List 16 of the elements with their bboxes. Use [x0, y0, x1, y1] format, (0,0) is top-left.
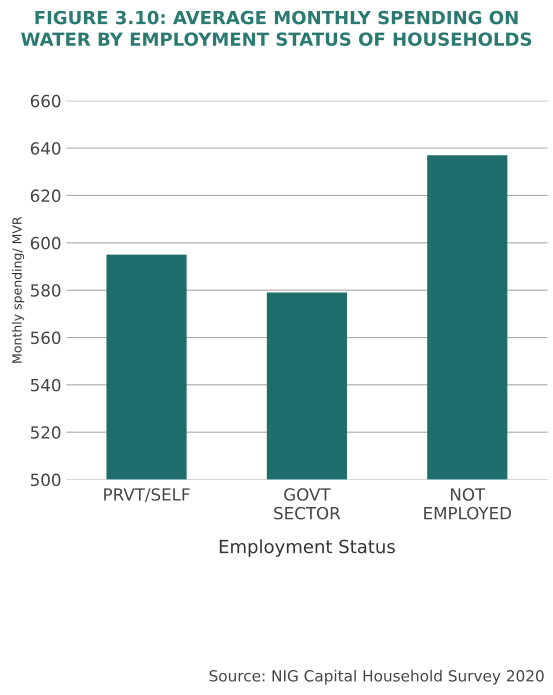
y-tick-label: 620 [30, 189, 60, 202]
y-axis-title: Monthly spending/ MVR [12, 216, 24, 363]
y-tick-label: 640 [30, 142, 60, 155]
y-tick-label: 660 [30, 94, 60, 108]
y-tick-label: 580 [30, 284, 60, 297]
source-note: Source: NIG Capital Household Survey 2020 [210, 670, 544, 685]
x-tick-label: GOVT SECTOR [274, 488, 340, 520]
chart-title: FIGURE 3.10: AVERAGE MONTHLY SPENDING ON WATER BY EMPLOYMENT STATUS OF HOUSEHOLDS [21, 10, 532, 46]
y-tick-label: 600 [30, 236, 60, 250]
y-tick-label: 560 [30, 331, 60, 344]
y-tick-label: 540 [30, 378, 60, 392]
y-tick-label: 500 [30, 474, 60, 486]
x-axis-title: Employment Status [220, 539, 395, 557]
x-tick-label: NOT EMPLOYED [424, 488, 511, 520]
x-tick-label: PRVT/SELF [104, 488, 190, 502]
y-tick-label: 520 [30, 426, 60, 439]
